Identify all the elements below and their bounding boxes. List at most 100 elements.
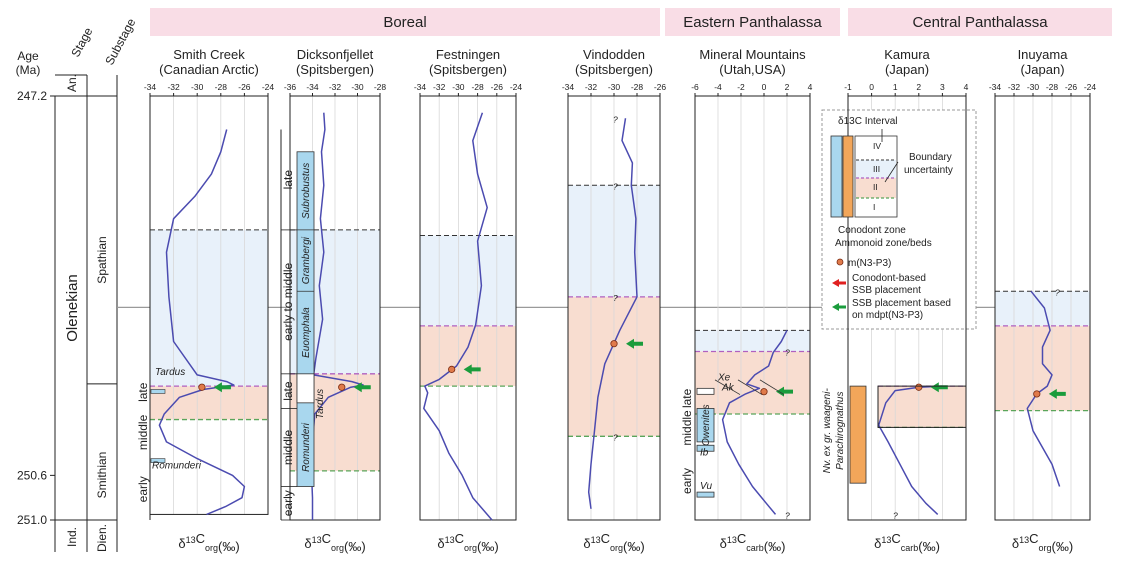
- panel-title: Smith Creek: [173, 47, 245, 62]
- x-tick-label: 2: [916, 82, 921, 92]
- ssb-green-arrow: [213, 382, 231, 393]
- x-tick-label: -24: [262, 82, 275, 92]
- x-axis-label: δ13Corg(‰): [178, 531, 239, 554]
- x-tick-label: -34: [414, 82, 427, 92]
- legend-mdpt-dot: [836, 258, 844, 266]
- panel-title: Festningen: [436, 47, 500, 62]
- region-band: [848, 8, 1112, 36]
- zone-label: Xe: [717, 373, 731, 384]
- substage-label: early: [680, 468, 694, 494]
- panel-title: Vindodden: [583, 47, 645, 62]
- x-axis-label-part: 13: [727, 535, 737, 545]
- age-tick-label: 250.6: [17, 468, 47, 482]
- panel-frame: [149, 95, 269, 515]
- x-axis-label-part: C: [601, 531, 610, 546]
- zone-label: Subrobustus: [301, 163, 312, 219]
- legend-green-arrow: [832, 303, 846, 311]
- x-axis-label-part: (‰): [218, 539, 240, 554]
- mdpt-point: [760, 388, 768, 396]
- substage-label: late: [680, 388, 694, 408]
- x-axis-label-part: δ: [720, 536, 727, 551]
- mdpt-point: [915, 383, 923, 391]
- interval-iii-fill: [695, 330, 810, 352]
- x-axis-label: δ13Corg(‰): [437, 531, 498, 554]
- interval-ii-fill: [695, 351, 810, 414]
- uncertainty-mark: ?: [613, 181, 618, 191]
- substage-label: early to middle: [281, 263, 295, 341]
- x-tick-label: 4: [808, 82, 813, 92]
- x-tick-label: -32: [1008, 82, 1021, 92]
- x-axis-label-part: (‰): [918, 539, 940, 554]
- legend-mdpt-label: m(N3-P3): [848, 258, 891, 269]
- legend-interval-label: II: [873, 182, 878, 192]
- x-tick-label: -34: [989, 82, 1002, 92]
- panel-subtitle: (Utah,USA): [719, 62, 785, 77]
- legend-red-arrow: [832, 279, 846, 287]
- zone-label: Tardus: [315, 389, 326, 419]
- interval-iii-fill: [420, 235, 516, 326]
- region-band: [665, 8, 840, 36]
- legend-title: δ13C Interval: [838, 116, 897, 127]
- x-axis-label-part: C: [737, 531, 746, 546]
- ssb-green-arrow: [1048, 388, 1066, 399]
- vu-zone: [696, 491, 715, 498]
- x-axis-label: δ13Corg(‰): [1012, 531, 1073, 554]
- isotope-curve: [721, 329, 788, 515]
- x-axis-label-part: (‰): [344, 539, 366, 554]
- ammonoid-zone-column: [849, 385, 867, 484]
- x-axis-label: δ13Corg(‰): [583, 531, 644, 554]
- interval-iii-fill: [150, 229, 268, 387]
- x-tick-label: -28: [1046, 82, 1059, 92]
- isotope-curve: [877, 385, 943, 515]
- x-tick-label: -34: [562, 82, 575, 92]
- x-axis-label: δ13Ccarb(‰): [874, 531, 940, 554]
- legend-red-label: Conodont-based: [852, 273, 926, 284]
- region-label: Central Panthalassa: [912, 14, 1048, 31]
- x-tick-label: -26: [1065, 82, 1078, 92]
- legend-boundary-label: uncertainty: [904, 165, 953, 176]
- interval-iii-fill: [995, 291, 1090, 326]
- x-tick-label: 2: [785, 82, 790, 92]
- x-axis-label-part: org: [610, 543, 623, 553]
- x-tick-label: -28: [215, 82, 228, 92]
- dienerian-label: Dien.: [95, 524, 109, 552]
- x-tick-label: -28: [374, 82, 387, 92]
- mdpt-point: [610, 340, 618, 348]
- zone-label: Nv. ex gr. waageni-: [822, 388, 833, 474]
- induan-label: Ind.: [65, 527, 79, 547]
- uncertainty-mark: ?: [613, 432, 618, 442]
- x-tick-label: 0: [869, 82, 874, 92]
- mdpt-point: [198, 383, 206, 391]
- tardus-gap: [296, 373, 315, 404]
- substage-label: middle: [136, 414, 150, 450]
- panel-frame: [847, 95, 967, 521]
- x-axis-label-part: (‰): [623, 539, 645, 554]
- ssb-green-arrow: [930, 382, 948, 393]
- age-axis-unit: (Ma): [16, 63, 41, 77]
- x-axis-label-part: C: [891, 531, 900, 546]
- legend-interval-frame: [854, 135, 898, 218]
- background-layer: [50, 8, 1112, 552]
- mdpt-point: [1033, 390, 1041, 398]
- legend-green-label: SSB placement based: [852, 298, 951, 309]
- x-tick-label: -28: [631, 82, 644, 92]
- zone-label: Tardus: [155, 367, 185, 378]
- substage-label: early: [281, 490, 295, 516]
- panel-title: Inuyama: [1018, 47, 1069, 62]
- x-tick-label: 0: [762, 82, 767, 92]
- x-tick-label: -28: [471, 82, 484, 92]
- interval-ii-fill: [878, 386, 966, 428]
- romunderi-zone-marker: [150, 458, 166, 463]
- x-tick-label: -24: [510, 82, 523, 92]
- panel-title: Dicksonfjellet: [297, 47, 374, 62]
- uncertainty-mark: ?: [893, 510, 898, 520]
- x-tick-label: -30: [452, 82, 465, 92]
- substage-label: late: [281, 381, 295, 401]
- panel-frame: [694, 95, 811, 521]
- x-tick-label: -24: [1084, 82, 1097, 92]
- x-axis-label-part: 13: [1019, 535, 1029, 545]
- legend-red-label: SSB placement: [852, 285, 921, 296]
- zone-label: Owenites: [701, 404, 712, 446]
- substage-header: Substage: [102, 16, 138, 68]
